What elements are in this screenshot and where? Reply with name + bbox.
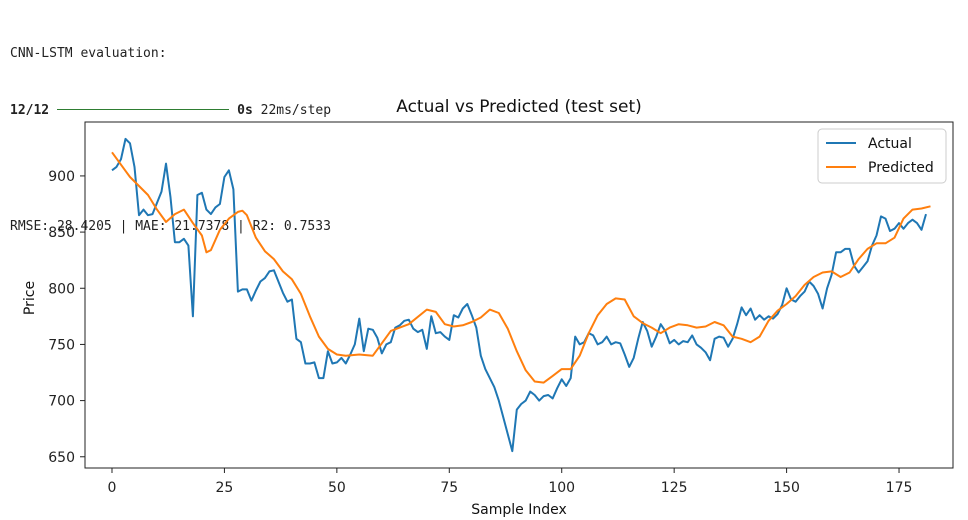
progress-time: 0s [237,103,253,118]
console-heading: CNN-LSTM evaluation: [10,46,167,61]
y-axis: 650 700 750 800 850 900 [48,169,85,466]
y-axis-label: Price [22,281,38,315]
y-tick-label-750: 750 [48,337,75,353]
legend-predicted-label: Predicted [868,160,934,176]
x-axis-label: Sample Index [471,502,566,518]
chart-title: Actual vs Predicted (test set) [396,97,642,117]
x-tick-label-150: 150 [773,480,800,496]
x-tick-label-125: 125 [661,480,688,496]
x-tick-label-75: 75 [440,480,458,496]
series-line-actual [111,137,927,453]
progress-line: 12/12 0s 22ms/step [10,101,331,120]
progress-steps: 12/12 [10,103,50,118]
console-output: CNN-LSTM evaluation: 12/12 0s 22ms/step R… [10,6,331,255]
series-line-predicted [111,151,931,384]
series-layer [111,137,931,453]
x-tick-label-0: 0 [108,480,117,496]
y-tick-label-700: 700 [48,394,75,410]
y-tick-label-650: 650 [48,450,75,466]
plot-frame [84,121,954,469]
progress-bar [57,108,230,110]
metrics-line: RMSE: 28.4205 | MAE: 21.7378 | R2: 0.753… [10,219,331,234]
y-tick-label-900: 900 [48,169,75,185]
x-tick-label-25: 25 [216,480,234,496]
y-tick-label-800: 800 [48,281,75,297]
x-axis: 0 25 50 75 100 125 150 175 [108,468,913,496]
x-tick-label-100: 100 [548,480,575,496]
y-tick-label-850: 850 [48,225,75,241]
legend: Actual Predicted [817,128,947,184]
x-tick-label-50: 50 [328,480,346,496]
x-tick-label-175: 175 [886,480,913,496]
legend-actual-label: Actual [868,136,912,152]
progress-rate: 22ms/step [260,103,332,118]
